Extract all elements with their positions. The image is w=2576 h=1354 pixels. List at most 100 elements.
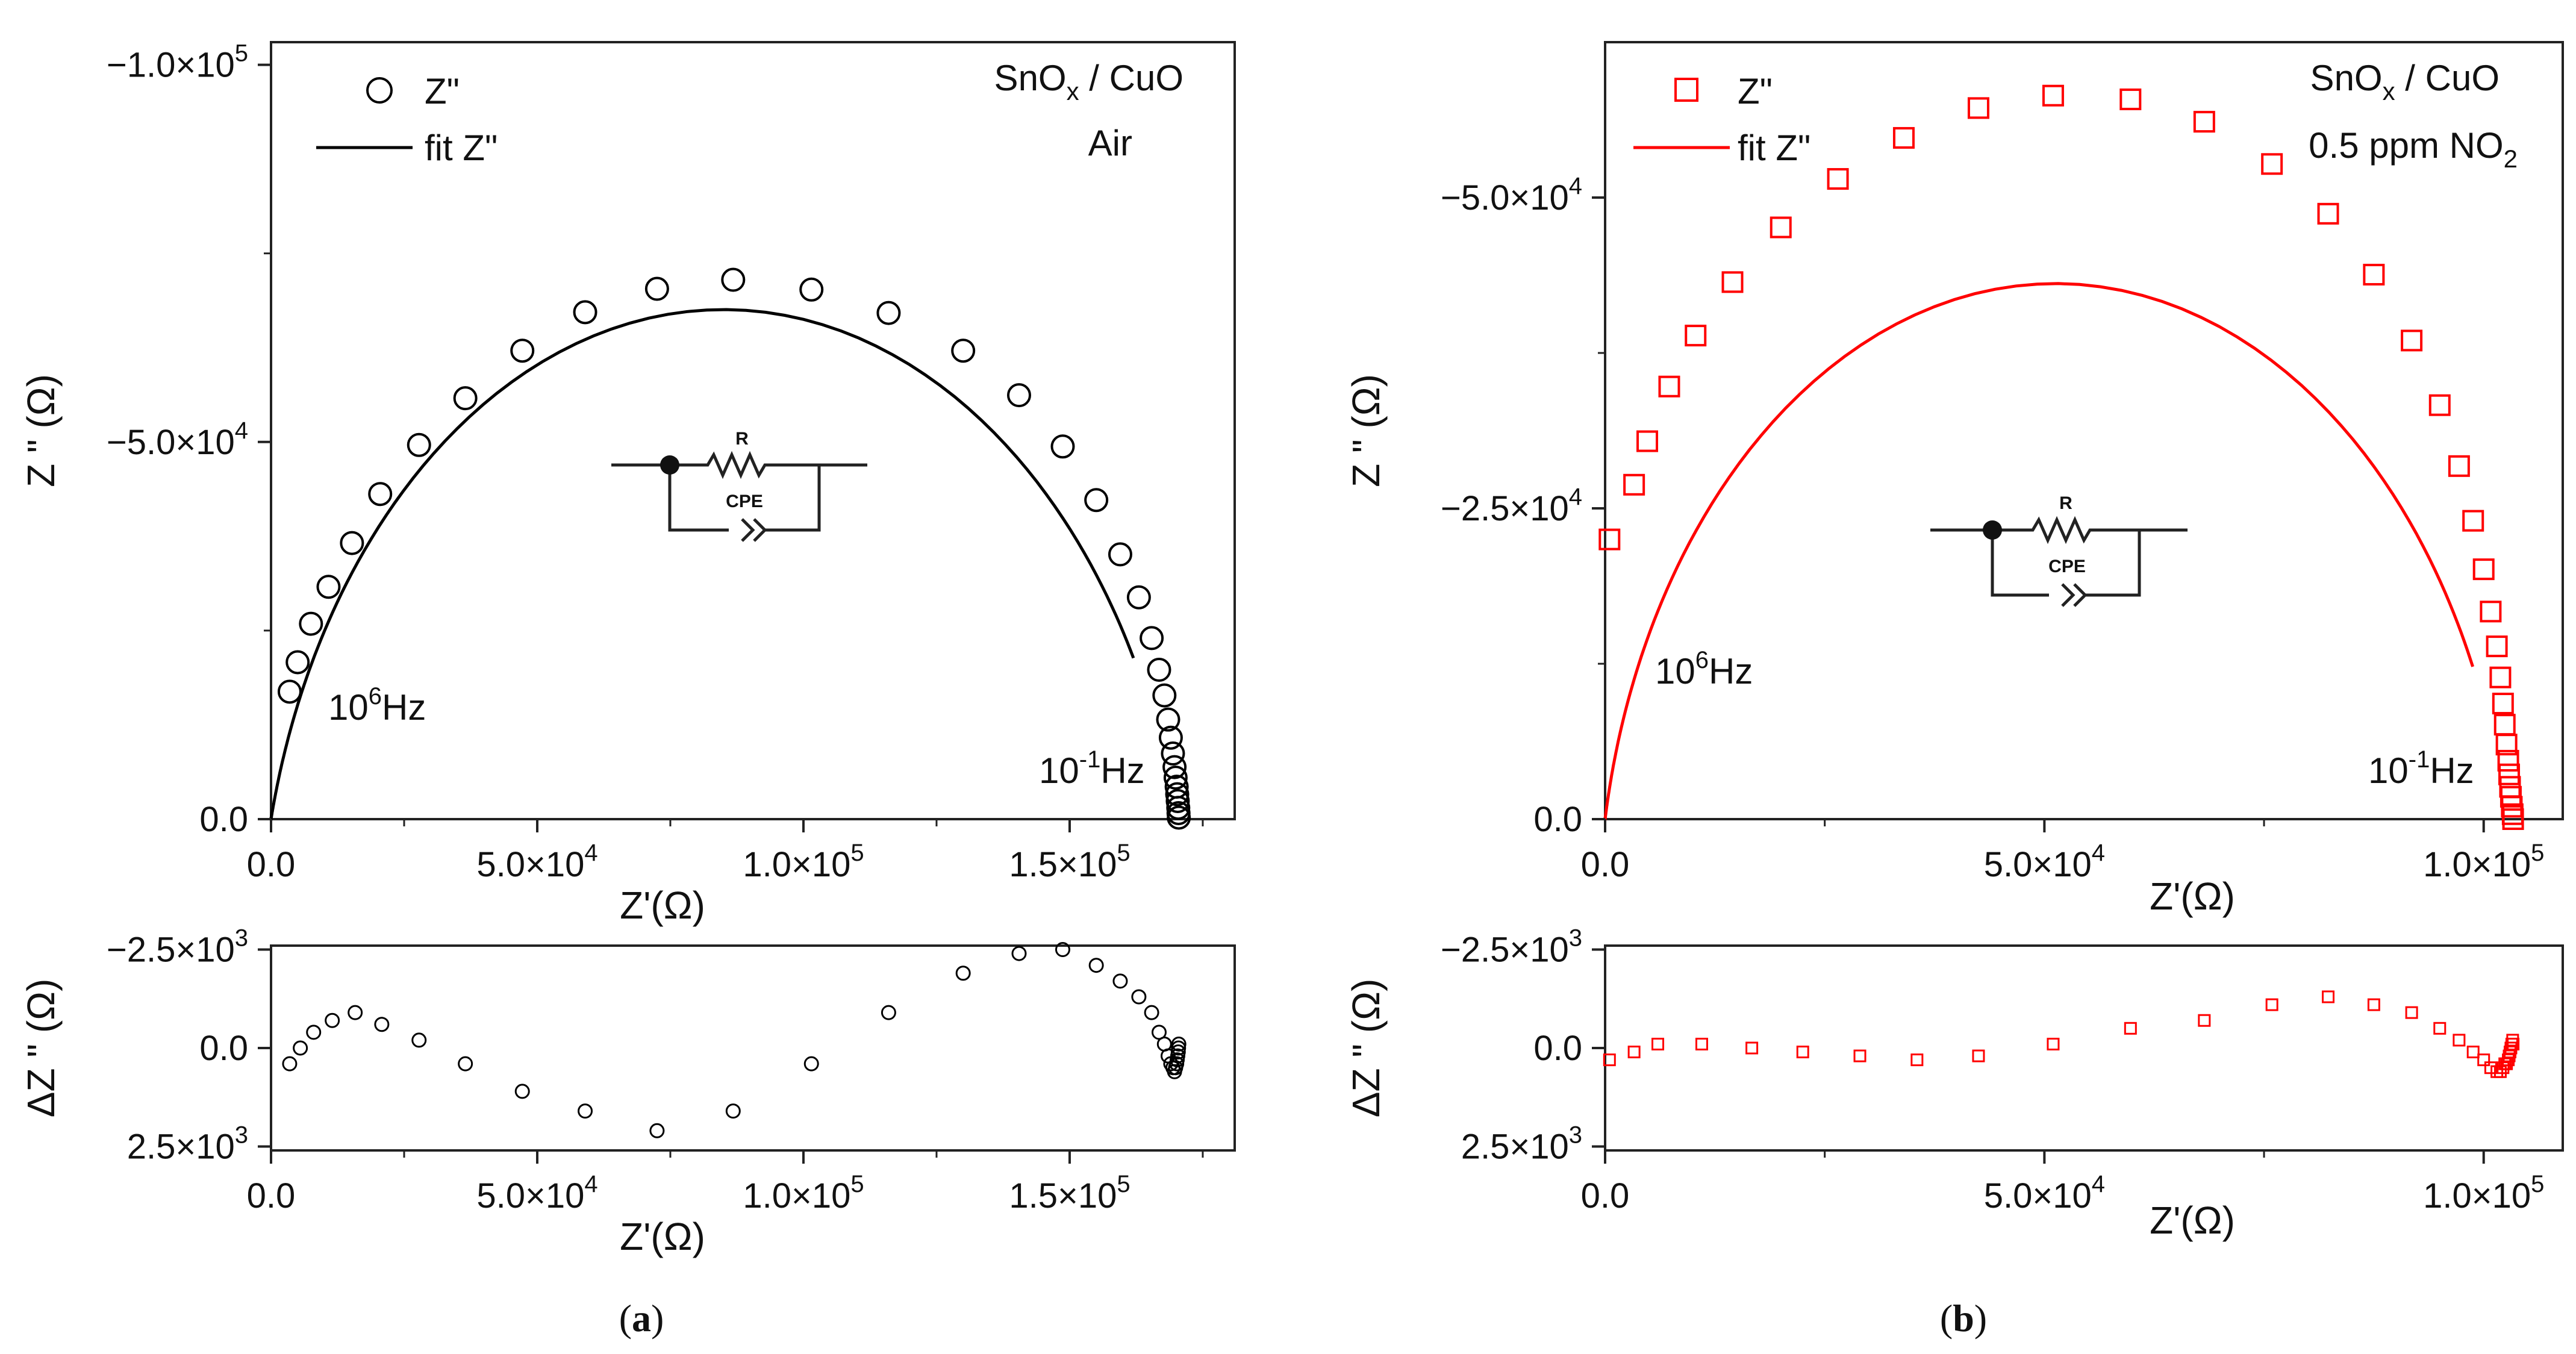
data-point	[1152, 683, 1177, 708]
residual-point	[1910, 1053, 1924, 1067]
data-point	[2317, 202, 2339, 225]
data-point	[1050, 434, 1075, 459]
data-point	[2497, 749, 2519, 772]
freq-low-label-b: 10-1Hz	[2368, 746, 2474, 791]
y-tick-label: 0.0	[1533, 800, 1582, 839]
data-point	[2492, 693, 2514, 715]
atmosphere-label-a: Air	[1088, 123, 1132, 163]
data-point	[368, 482, 393, 507]
data-point	[1892, 126, 1915, 149]
y-tick-labels-main-a: 0.0 −5.0×104 −1.0×105	[107, 40, 271, 839]
data-point	[2448, 455, 2470, 477]
x-tick-label: 0.0	[1581, 1176, 1630, 1215]
residual-point	[2477, 1053, 2490, 1067]
data-point	[1084, 488, 1109, 513]
caption-a: (a)	[619, 1297, 664, 1340]
data-point	[1721, 271, 1744, 293]
y-tick-label: −5.0×104	[107, 417, 248, 462]
fit-curve-a	[269, 308, 1135, 821]
fit-curve-b	[1603, 282, 2474, 821]
data-point	[316, 575, 341, 599]
data-points-a	[277, 267, 1191, 830]
data-point	[1163, 766, 1188, 790]
data-point	[2486, 635, 2508, 658]
data-point	[876, 301, 901, 325]
x-axis-title-main-a: Z'(Ω)	[620, 884, 705, 927]
residual-point	[282, 1056, 298, 1072]
panel-a: 0.0 5.0×104 1.0×105 1.5×105 0.0 5.0×104 1.0×1…	[19, 40, 1236, 1340]
panel-b: 0.0 5.0×104 1.0×105 0.0 5.0×104 1.0×105 0.0 −…	[1344, 41, 2564, 1340]
residual-point	[2047, 1037, 2060, 1050]
x-tick-label: 5.0×104	[1984, 840, 2105, 884]
residual-plot-frame-b	[1604, 944, 2564, 1152]
x-tick-label: 0.0	[247, 845, 296, 884]
residual-point	[2405, 1006, 2418, 1019]
data-point	[1623, 473, 1645, 496]
data-point	[2193, 111, 2215, 133]
residual-point	[374, 1017, 390, 1032]
residual-point	[293, 1040, 308, 1056]
residual-point	[1171, 1036, 1187, 1052]
x-tick-label: 1.5×105	[1009, 1171, 1130, 1215]
x-tick-labels-resid-b: 0.0 5.0×104 1.0×105	[1581, 1150, 2544, 1215]
main-plot-frame-b	[1604, 41, 2564, 820]
x-tick-label: 5.0×104	[1984, 1171, 2105, 1215]
residual-point	[2507, 1037, 2520, 1050]
data-point	[1165, 788, 1190, 813]
caption-b: (b)	[1940, 1297, 1987, 1340]
residual-point	[725, 1103, 741, 1119]
y-axis-title-main-b: Z " (Ω)	[1344, 374, 1388, 487]
data-point	[1108, 542, 1132, 567]
data-point	[2363, 263, 2385, 285]
y-tick-label: −1.0×105	[107, 40, 248, 85]
data-point	[1158, 725, 1183, 750]
resid-y-tick-label: −2.5×103	[1441, 925, 1582, 970]
data-point	[1636, 430, 1659, 452]
residual-point	[881, 1005, 896, 1020]
residual-point	[2367, 998, 2380, 1011]
data-point	[2495, 734, 2518, 756]
data-point	[2489, 666, 2512, 688]
residual-point	[2265, 998, 2278, 1011]
data-point	[2462, 510, 2484, 532]
data-point	[510, 338, 535, 363]
residual-point	[514, 1084, 530, 1099]
data-point	[2502, 808, 2524, 830]
data-point	[2493, 714, 2516, 736]
resid-y-tick-label: 0.0	[199, 1029, 248, 1068]
legend-marker-b	[1674, 78, 1698, 102]
data-point	[1685, 325, 1707, 347]
x-tick-label: 1.0×105	[2423, 1171, 2544, 1215]
data-point	[1140, 626, 1164, 650]
data-point	[1770, 216, 1792, 239]
data-point	[1006, 383, 1031, 408]
x-axis-title-resid-b: Z'(Ω)	[2150, 1199, 2235, 1242]
data-point	[2472, 558, 2495, 581]
fit-line	[1603, 282, 2474, 821]
circuit-resistor-label-b: R	[2059, 493, 2072, 513]
x-tick-label: 1.0×105	[743, 840, 864, 884]
residual-point	[2500, 1057, 2513, 1070]
equivalent-circuit-a: R CPE	[611, 429, 867, 542]
data-point	[1161, 741, 1185, 766]
residual-point	[1627, 1046, 1641, 1059]
x-tick-labels-resid-a: 0.0 5.0×104 1.0×105 1.5×105	[247, 1150, 1204, 1215]
y-axis-title-resid-a: ΔZ " (Ω)	[19, 979, 63, 1118]
data-point	[2261, 153, 2283, 175]
residual-point	[1055, 942, 1070, 958]
residual-point	[1088, 958, 1104, 973]
x-tick-label: 0.0	[247, 1176, 296, 1215]
resid-y-tick-label: 0.0	[1533, 1029, 1582, 1068]
residual-point	[411, 1032, 427, 1048]
residual-point	[1603, 1053, 1616, 1067]
circuit-resistor-label-a: R	[735, 429, 749, 449]
freq-high-label-b: 106Hz	[1655, 647, 1753, 691]
y-axis-title-main-a: Z " (Ω)	[19, 374, 63, 487]
residual-point	[1131, 989, 1147, 1005]
residual-point	[2198, 1014, 2211, 1027]
sample-label-b: SnOx / CuO	[2310, 58, 2500, 105]
data-point	[2119, 88, 2142, 110]
data-point	[799, 277, 824, 302]
x-tick-label: 5.0×104	[476, 840, 597, 884]
x-tick-label: 1.0×105	[2423, 840, 2544, 884]
